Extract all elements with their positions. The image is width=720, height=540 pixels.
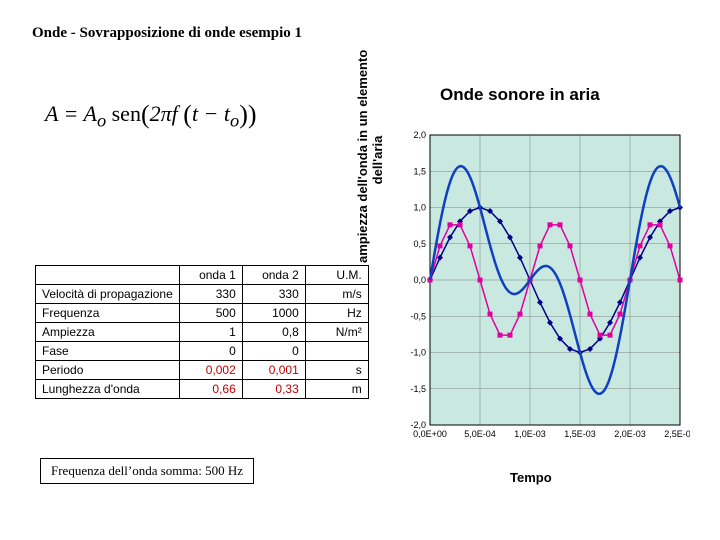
svg-text:2,0: 2,0 — [413, 130, 426, 140]
chart-svg: -2,0-1,5-1,0-0,50,00,51,01,52,00,0E+005,… — [400, 130, 690, 450]
table-header — [36, 266, 180, 285]
svg-text:0,0: 0,0 — [413, 275, 426, 285]
table-header: U.M. — [305, 266, 368, 285]
chart-area: -2,0-1,5-1,0-0,50,00,51,01,52,00,0E+005,… — [400, 130, 690, 430]
params-table: onda 1onda 2U.M.Velocità di propagazione… — [35, 265, 369, 399]
table-row: Velocità di propagazione330330m/s — [36, 285, 369, 304]
table-row: Ampiezza10,8N/m² — [36, 323, 369, 342]
table-row: Fase00 — [36, 342, 369, 361]
svg-text:0,5: 0,5 — [413, 239, 426, 249]
svg-text:-1,0: -1,0 — [410, 348, 426, 358]
chart-title: Onde sonore in aria — [440, 85, 600, 105]
page-title: Onde - Sovrapposizione di onde esempio 1 — [32, 25, 302, 42]
svg-text:1,5: 1,5 — [413, 166, 426, 176]
table-row: Lunghezza d'onda0,660,33m — [36, 380, 369, 399]
svg-text:2,0E-03: 2,0E-03 — [614, 429, 646, 439]
svg-text:1,0: 1,0 — [413, 203, 426, 213]
table-header: onda 1 — [179, 266, 242, 285]
chart-xlabel: Tempo — [510, 470, 552, 485]
table-row: Frequenza5001000Hz — [36, 304, 369, 323]
chart-ylabel: ampiezza dell'onda in un elementodell'ar… — [340, 20, 385, 300]
svg-text:0,0E+00: 0,0E+00 — [413, 429, 447, 439]
table-header: onda 2 — [242, 266, 305, 285]
svg-text:1,0E-03: 1,0E-03 — [514, 429, 546, 439]
formula: A = Ao sen(2πf (t − to)) — [45, 100, 257, 131]
svg-text:2,5E-03: 2,5E-03 — [664, 429, 690, 439]
sum-frequency-box: Frequenza dell’onda somma: 500 Hz — [40, 458, 254, 484]
svg-text:1,5E-03: 1,5E-03 — [564, 429, 596, 439]
svg-text:-0,5: -0,5 — [410, 311, 426, 321]
svg-text:5,0E-04: 5,0E-04 — [464, 429, 496, 439]
table-row: Periodo0,0020,001s — [36, 361, 369, 380]
svg-text:-1,5: -1,5 — [410, 384, 426, 394]
